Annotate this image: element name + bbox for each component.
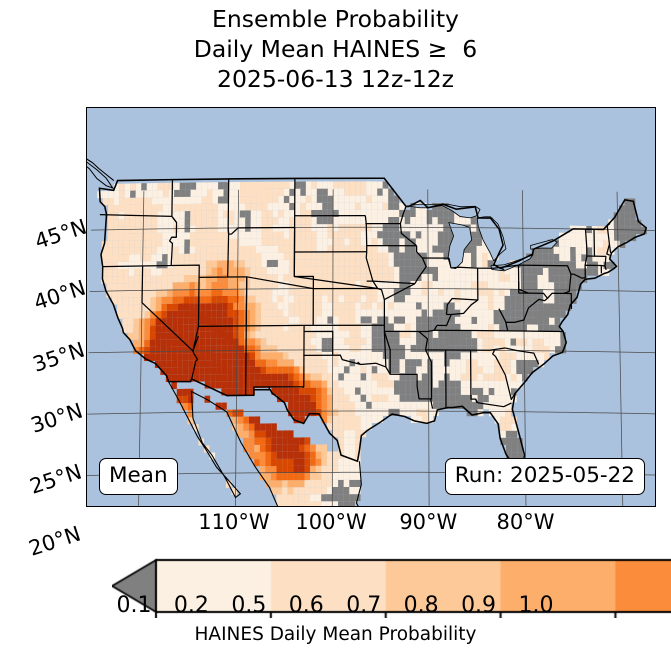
mean-annotation-box: Mean — [99, 457, 178, 495]
map-plot-area: Mean Run: 2025-05-22 — [86, 107, 656, 507]
lat-tick-25: 25°N — [26, 460, 85, 500]
colorbar-tick-0-1: 0.1 — [116, 593, 152, 618]
colorbar-tick-1-0: 1.0 — [518, 593, 554, 618]
lon-tick-90: 90°W — [399, 510, 458, 534]
probability-heatmap — [87, 108, 655, 506]
lat-tick-45: 45°N — [31, 214, 90, 254]
title-line-1: Ensemble Probability — [212, 5, 459, 33]
lat-tick-35: 35°N — [29, 337, 88, 377]
colorbar-gradient — [112, 558, 671, 618]
lon-tick-100: 100°W — [295, 510, 367, 534]
colorbar-tick-0-2: 0.2 — [173, 593, 209, 618]
title-line-3: 2025-06-13 12z-12z — [217, 65, 454, 93]
colorbar: 0.1 0.2 0.5 0.6 0.7 0.8 0.9 1.0 HAINES Daily Me… — [0, 548, 671, 658]
colorbar-tick-0-8: 0.8 — [403, 593, 439, 618]
colorbar-tick-0-9: 0.9 — [461, 593, 497, 618]
lat-tick-30: 30°N — [28, 398, 86, 438]
lon-tick-80: 80°W — [496, 510, 555, 534]
colorbar-tick-0-5: 0.5 — [231, 593, 267, 618]
colorbar-axis-label: HAINES Daily Mean Probability — [194, 624, 477, 645]
colorbar-tick-0-7: 0.7 — [346, 593, 382, 618]
lon-tick-110: 110°W — [198, 510, 270, 534]
chart-title: Ensemble Probability Daily Mean HAINES ≥… — [0, 4, 671, 94]
colorbar-tick-0-6: 0.6 — [288, 593, 324, 618]
lat-tick-40: 40°N — [30, 276, 89, 316]
title-line-2: Daily Mean HAINES ≥ 6 — [193, 35, 478, 63]
run-date-annotation-box: Run: 2025-05-22 — [444, 457, 645, 495]
